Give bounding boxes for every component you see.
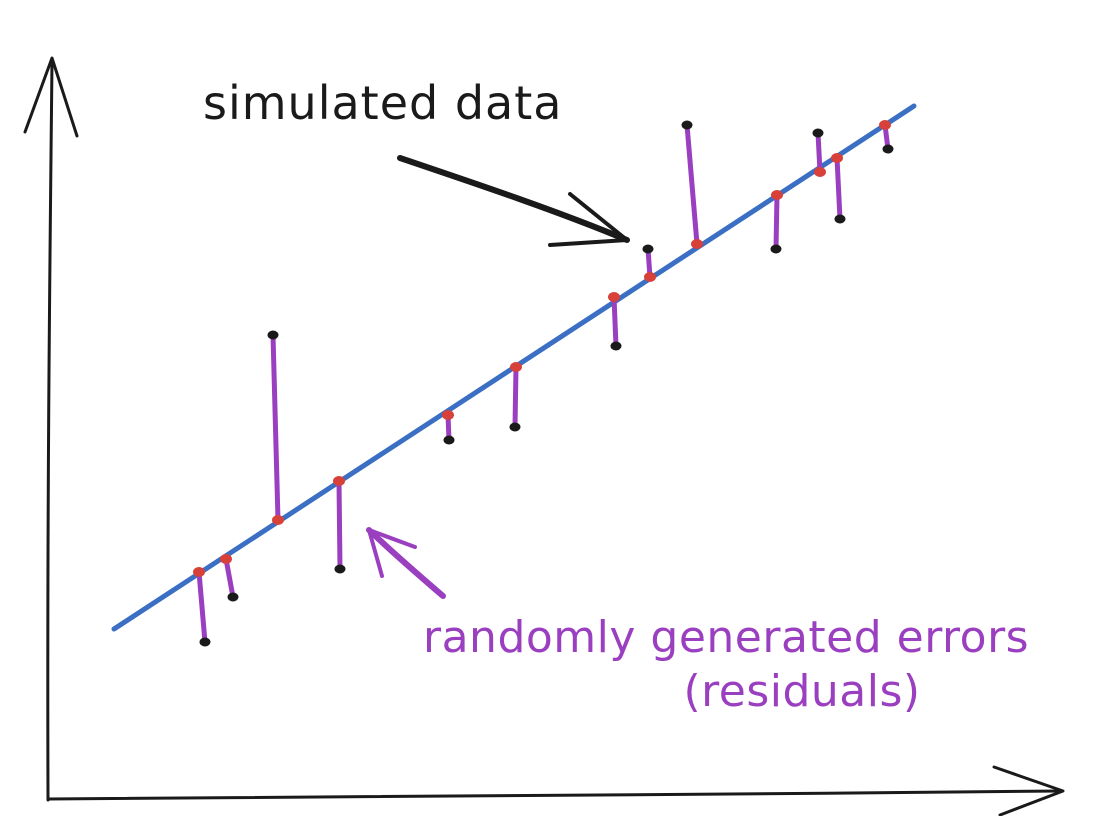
residual-line [196,569,208,645]
observed-point [334,564,346,574]
y-axis-arrowhead [23,56,79,138]
fitted-point [193,567,205,577]
residual-line [834,155,843,222]
residual-line [684,122,700,247]
simulated-data-label: simulated data [203,76,563,130]
residual-lines [196,122,891,645]
observed-point [642,244,654,254]
residual-line [336,478,343,572]
fitted-point [333,476,345,486]
observed-point [509,422,521,432]
residuals-label-line2: (residuals) [683,666,921,717]
observed-point [770,244,782,254]
fitted-point [442,410,454,420]
fitted-point [814,167,826,177]
observed-points [199,120,894,647]
x-axis [46,789,1062,801]
fitted-point [272,515,284,525]
fitted-points [193,120,891,577]
observed-point [681,120,693,130]
observed-point [834,214,846,224]
residual-line [270,332,281,523]
observed-point [812,128,824,138]
fitted-point [831,153,843,163]
fitted-point [510,362,522,372]
residual-line [815,130,823,175]
residual-line [223,556,236,600]
residuals-label: randomly generated errors (residuals) [423,616,1029,714]
residuals-arrow-shaft [366,527,446,599]
simulated-data-arrow [397,155,630,247]
observed-point [199,637,211,647]
observed-point [227,592,239,602]
axes [23,56,1065,816]
y-axis [46,60,54,802]
observed-point [267,330,279,340]
simulated-data-arrow-shaft [397,155,630,243]
fitted-point [644,272,656,282]
fitted-point [771,190,783,200]
residuals-label-line1: randomly generated errors [423,612,1030,663]
fitted-point [608,292,620,302]
fitted-point [879,120,891,130]
observed-point [882,144,894,154]
residuals-arrow [366,527,446,599]
observed-point [443,435,455,445]
residual-line [611,294,619,349]
x-axis-arrowhead [992,765,1065,816]
residuals-arrow-head [367,528,417,578]
observed-point [610,341,622,351]
fitted-point [691,239,703,249]
fitted-point [220,554,232,564]
simulated-data-arrow-head [548,192,629,247]
residual-line [512,364,519,430]
residual-line [773,192,780,252]
